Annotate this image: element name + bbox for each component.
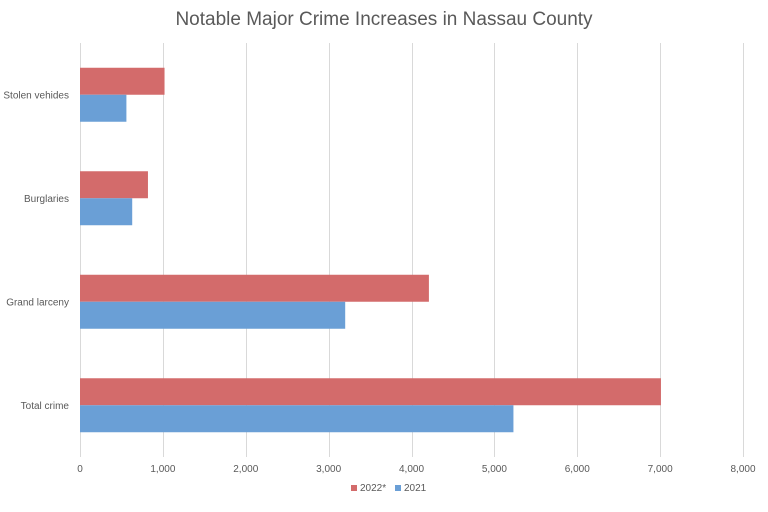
category-label: Stolen vehides	[3, 90, 69, 101]
legend-swatch	[395, 485, 401, 491]
bar-series-b	[80, 405, 514, 433]
category-label: Grand larceny	[6, 297, 69, 308]
category-label: Burglaries	[24, 194, 69, 205]
legend-label: 2021	[404, 483, 427, 494]
gridlines	[80, 43, 744, 457]
x-tick-label: 2,000	[233, 464, 258, 475]
chart-title: Notable Major Crime Increases in Nassau …	[175, 9, 593, 30]
bar-series-b	[80, 198, 133, 226]
bar-series-a	[80, 171, 148, 199]
x-tick-label: 3,000	[316, 464, 341, 475]
x-tick-label: 4,000	[399, 464, 424, 475]
category-label: Total crime	[21, 401, 70, 412]
legend-swatch	[351, 485, 357, 491]
bar-series-b	[80, 301, 346, 329]
x-tick-label: 6,000	[565, 464, 590, 475]
legend-label: 2022*	[360, 483, 386, 494]
x-tick-label: 5,000	[482, 464, 507, 475]
bars	[80, 67, 661, 433]
category-axis: Stolen vehides Burglaries Grand larceny Tot…	[3, 90, 69, 412]
bar-series-a	[80, 274, 429, 302]
value-axis: 0 1,000 2,000 3,000 4,000 5,000 6,000 7,000 8,00…	[77, 464, 756, 475]
bar-series-b	[80, 94, 127, 122]
x-tick-label: 8,000	[730, 464, 755, 475]
bar-series-a	[80, 67, 165, 95]
bar-series-a	[80, 378, 661, 406]
x-tick-label: 1,000	[150, 464, 175, 475]
x-tick-label: 0	[77, 464, 83, 475]
legend: 2022* 2021	[351, 483, 427, 494]
x-tick-label: 7,000	[648, 464, 673, 475]
